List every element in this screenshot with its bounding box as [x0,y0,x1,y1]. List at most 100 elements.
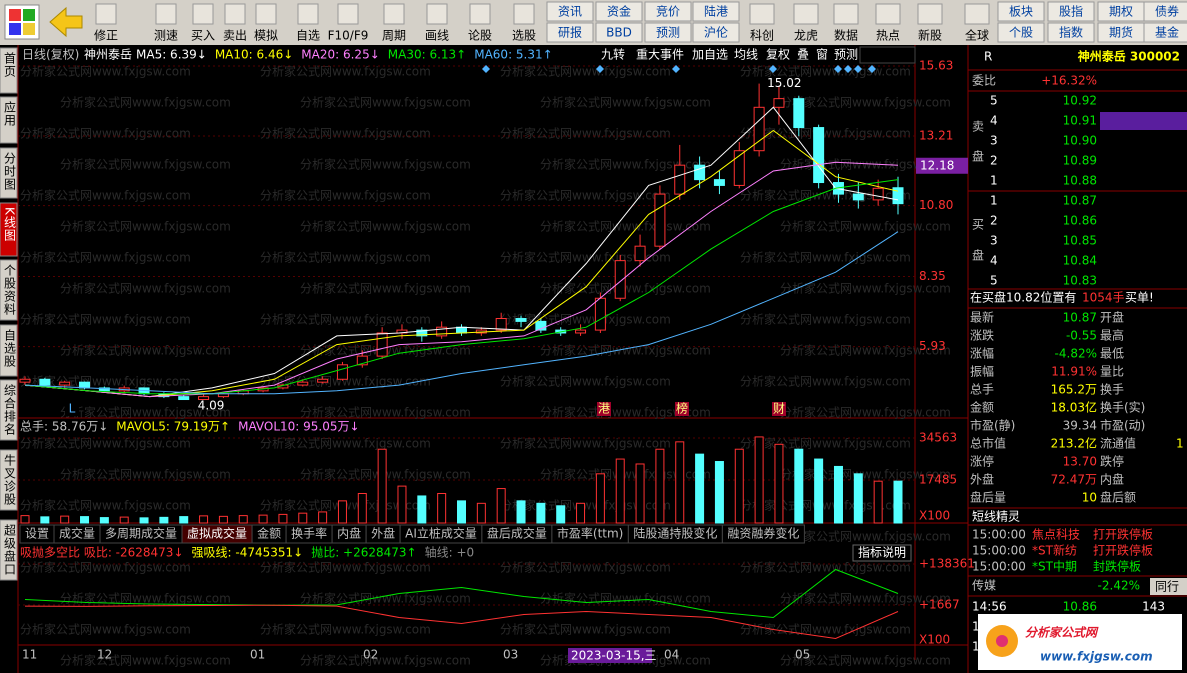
grid-button-label[interactable]: 板块 [1009,5,1033,19]
toolbar-icon[interactable] [513,3,535,25]
toolbar-button[interactable]: 热点 [876,29,900,43]
chart-button[interactable]: 重大事件 [636,48,684,62]
grid-button-label[interactable]: 沪伦 [704,25,728,40]
side-tab[interactable] [0,259,18,321]
side-tab-label[interactable]: K线图 [3,207,17,242]
toolbar-icon[interactable] [964,3,990,25]
volume-tab-label[interactable]: 盘后成交量 [487,526,547,541]
event-label[interactable]: 港 [598,402,610,416]
volume-tab-label[interactable]: 设置 [25,527,49,541]
grid-button-label[interactable]: 竞价 [656,5,680,19]
toolbar-button[interactable]: 模拟 [254,29,278,43]
peer-label[interactable]: 同行 [1155,580,1179,594]
volume-tab-label[interactable]: 虚拟成交量 [187,526,247,541]
side-tab[interactable] [0,519,18,581]
grid-button[interactable] [595,1,643,22]
volume-tab[interactable] [721,524,805,544]
toolbar-button[interactable]: F10/F9 [328,29,369,43]
event-label[interactable]: 榜 [676,401,688,416]
toolbar-icon[interactable] [833,3,859,25]
side-tab-label[interactable]: 牛叉诊股 [3,453,17,506]
toolbar-icon[interactable] [793,3,819,25]
volume-tab-label[interactable]: 金额 [257,526,281,541]
grid-button-label[interactable]: 陆港 [704,4,728,19]
side-tab-label[interactable]: 应用 [3,100,17,127]
grid-button-label[interactable]: 指数 [1059,25,1083,40]
volume-tab-label[interactable]: 融资融券变化 [727,526,799,541]
grid-button[interactable] [692,22,740,43]
toolbar-icon[interactable] [192,3,214,25]
help-label[interactable]: 指标说明 [858,545,906,560]
toolbar-icon[interactable] [383,3,405,25]
side-tab[interactable] [0,96,18,144]
side-tab[interactable] [0,202,18,257]
grid-button[interactable] [546,22,594,43]
toolbar-button[interactable]: 全球 [965,28,989,43]
grid-button[interactable] [644,22,692,43]
side-tab[interactable] [0,449,18,511]
grid-button-label[interactable]: 期权 [1109,5,1133,19]
toolbar-icon[interactable] [155,3,177,25]
side-tab-label[interactable]: 个股资料 [3,264,17,316]
grid-button[interactable] [1047,1,1095,22]
toolbar-icon[interactable] [426,3,448,25]
volume-tab-label[interactable]: 陆股通持股变化 [633,526,717,541]
side-tab-label[interactable]: 首页 [3,52,17,78]
side-tab-label[interactable]: 分时图 [3,152,17,191]
chart-button[interactable]: 窗 [816,48,828,62]
toolbar-icon[interactable] [749,3,775,25]
chart-button[interactable]: 加自选 [692,48,728,62]
grid-button-label[interactable]: BBD [606,26,632,40]
side-tab[interactable] [0,324,18,377]
toolbar-icon[interactable] [95,3,117,25]
chart-button[interactable]: 预测 [834,48,858,62]
toolbar-icon[interactable] [469,3,491,25]
chart-button[interactable]: 叠 [797,48,809,62]
grid-button-label[interactable]: 研报 [558,25,582,40]
chart-button[interactable]: 均线 [734,48,758,62]
grid-button-label[interactable]: 债券 [1155,4,1179,19]
button-strip[interactable] [859,46,916,64]
toolbar-icon[interactable] [337,3,359,25]
toolbar-icon[interactable] [255,3,277,25]
grid-button[interactable] [644,1,692,22]
grid-button-label[interactable]: 期货 [1109,25,1133,40]
toolbar-icon[interactable] [224,3,246,25]
toolbar-icon[interactable] [297,3,319,25]
grid-button[interactable] [1047,22,1095,43]
grid-button[interactable] [997,1,1045,22]
toolbar-button[interactable]: 修正 [94,28,118,43]
event-marker[interactable] [65,402,79,416]
volume-tab-label[interactable]: 换手率 [291,526,327,541]
grid-button-label[interactable]: 预测 [656,26,680,40]
chart-button[interactable]: 九转 [601,47,625,62]
grid-button-label[interactable]: 资讯 [558,5,582,19]
side-tab[interactable] [0,147,18,199]
side-tab-label[interactable]: 超级盘口 [3,523,17,576]
side-tab[interactable] [0,47,18,94]
volume-tab-label[interactable]: 外盘 [371,526,395,541]
event-marker[interactable] [675,402,689,416]
event-label[interactable]: 财 [773,402,785,416]
toolbar-button[interactable]: 龙虎 [794,29,818,43]
toolbar-button[interactable]: 测速 [154,29,178,43]
chart-button[interactable]: 复权 [766,48,790,62]
toolbar-button[interactable]: 卖出 [223,29,247,43]
toolbar-icon[interactable] [917,3,943,25]
grid-button[interactable] [1143,1,1187,22]
toolbar-button[interactable]: 科创 [750,29,774,43]
toolbar-button[interactable]: 自选 [296,29,320,43]
toolbar-button[interactable]: 新股 [918,28,942,43]
grid-button[interactable] [997,22,1045,43]
volume-tab-label[interactable]: 内盘 [337,526,361,541]
toolbar-button[interactable]: 数据 [834,28,858,43]
grid-button[interactable] [1143,22,1187,43]
volume-tab-label[interactable]: AI立桩成交量 [405,526,477,541]
grid-button[interactable] [595,22,643,43]
peer-button[interactable] [1150,578,1187,595]
volume-tab-label[interactable]: 市盈率(ttm) [557,526,623,541]
toolbar-icon[interactable] [875,3,901,25]
toolbar-button[interactable]: 买入 [191,29,215,43]
side-tab-label[interactable]: 自选股 [3,329,17,368]
side-tab[interactable] [0,379,18,441]
